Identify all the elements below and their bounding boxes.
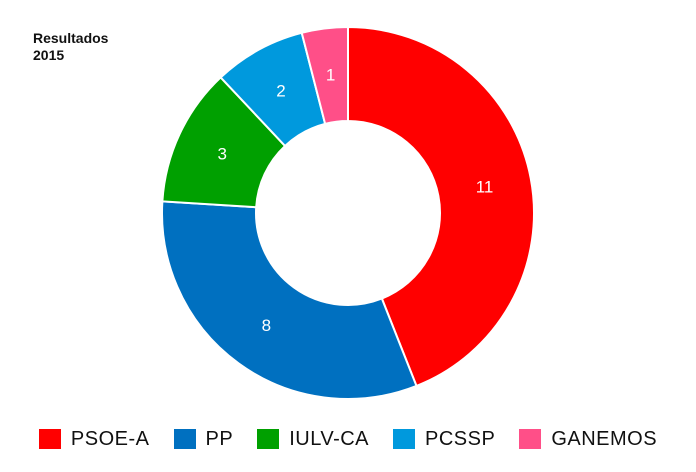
legend-swatch bbox=[519, 429, 542, 449]
legend-swatch bbox=[173, 429, 196, 449]
legend-item-ganemos: GANEMOS bbox=[519, 428, 657, 451]
legend-swatch bbox=[393, 429, 416, 449]
legend-label: PSOE-A bbox=[70, 427, 150, 450]
chart-title-line-2: 2015 bbox=[33, 47, 65, 63]
data-label-psoe-a: 11 bbox=[476, 177, 494, 196]
chart-title: Resultados 2015 bbox=[33, 30, 108, 64]
legend-label: PP bbox=[205, 427, 234, 450]
donut-chart: 11 8 3 2 1 bbox=[161, 25, 535, 400]
legend-item-pcssp: PCSSP bbox=[393, 428, 495, 451]
donut-slices bbox=[161, 25, 535, 400]
legend-swatch bbox=[38, 429, 61, 449]
legend-label: IULV-CA bbox=[289, 427, 370, 450]
legend-label: GANEMOS bbox=[551, 427, 658, 450]
donut-slice-ganemos bbox=[300, 25, 349, 126]
legend-item-psoe-a: PSOE-A bbox=[38, 427, 150, 451]
data-label-pcssp: 2 bbox=[276, 82, 285, 101]
data-label-ganemos: 1 bbox=[326, 66, 335, 85]
data-label-iulv-ca: 3 bbox=[217, 144, 226, 163]
legend-label: PCSSP bbox=[425, 427, 496, 450]
legend-item-iulv-ca: IULV-CA bbox=[257, 428, 369, 451]
data-label-pp: 8 bbox=[262, 316, 271, 335]
donut-slice-psoe-a bbox=[347, 25, 535, 388]
donut-slice-labels: 11 8 3 2 1 bbox=[217, 66, 493, 335]
chart-legend: PSOE-A PP IULV-CA PCSSP GANEMOS bbox=[0, 424, 696, 454]
donut-slice-pp bbox=[161, 200, 418, 400]
chart-title-line-1: Resultados bbox=[33, 30, 109, 46]
legend-item-pp: PP bbox=[173, 427, 234, 451]
legend-swatch bbox=[257, 429, 280, 449]
